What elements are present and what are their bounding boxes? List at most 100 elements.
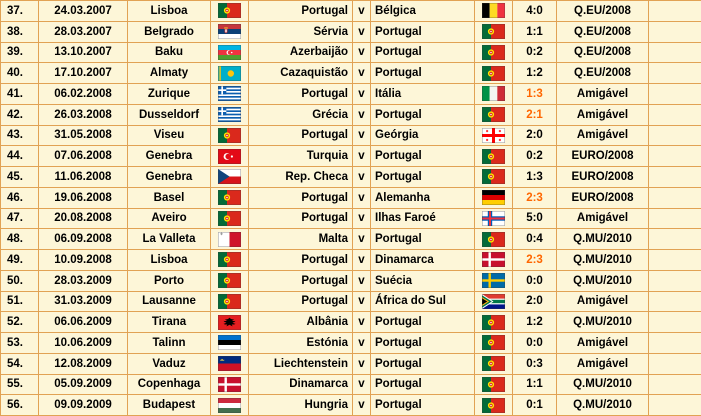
versus-cell: v (352, 311, 371, 333)
away-flag-cell (474, 103, 513, 126)
home-team-cell: Portugal (248, 269, 353, 292)
score-cell: 2:3 (512, 249, 557, 271)
home-team-cell: Portugal (248, 186, 353, 209)
portugal-flag-icon (218, 190, 241, 206)
away-team-cell: Portugal (370, 62, 475, 84)
competition-cell: Amigável (556, 103, 649, 126)
score-cell: 1:2 (512, 62, 557, 84)
spacer-cell (648, 394, 701, 416)
away-team-cell: Alemanha (370, 186, 475, 209)
portugal-flag-icon (482, 148, 505, 164)
competition-cell: Q.EU/2008 (556, 0, 649, 22)
competition-cell: EURO/2008 (556, 186, 649, 209)
away-flag-cell (474, 394, 513, 416)
portugal-flag-icon (482, 65, 505, 81)
kazakhstan-flag-icon (218, 65, 241, 81)
portugal-flag-icon (482, 44, 505, 60)
away-flag-cell (474, 186, 513, 209)
away-team-cell: África do Sul (370, 290, 475, 313)
match-number-cell: 48. (0, 228, 39, 250)
spacer-cell (648, 41, 701, 64)
home-team-cell: Sérvia (248, 20, 353, 43)
home-team-cell: Portugal (248, 83, 353, 105)
portugal-flag-icon (218, 3, 241, 19)
away-team-cell: Portugal (370, 352, 475, 375)
portugal-flag-icon (482, 169, 505, 185)
match-row: 55. 05.09.2009 Copenhaga Dinamarca v Portugal… (0, 373, 701, 396)
home-team-cell: Liechtenstein (248, 352, 353, 375)
away-flag-cell (474, 41, 513, 64)
portugal-flag-icon (218, 273, 241, 289)
turkey-flag-icon (218, 148, 241, 164)
match-number-cell: 52. (0, 311, 39, 333)
away-flag-cell (474, 249, 513, 271)
spacer-cell (648, 207, 701, 230)
competition-cell: Q.MU/2010 (556, 373, 649, 396)
azerbaijan-flag-icon (218, 44, 241, 60)
competition-cell: Q.MU/2010 (556, 228, 649, 250)
estonia-flag-icon (218, 335, 241, 351)
competition-cell: Amigável (556, 290, 649, 313)
score-cell: 0:2 (512, 145, 557, 167)
match-number-cell: 55. (0, 373, 39, 396)
match-row: 49. 10.09.2008 Lisboa Portugal v Dinamarca 2:3… (0, 249, 701, 271)
spacer-cell (648, 83, 701, 105)
away-flag-cell (474, 145, 513, 167)
spacer-cell (648, 62, 701, 84)
match-number-cell: 39. (0, 41, 39, 64)
versus-cell: v (352, 103, 371, 126)
match-number-cell: 45. (0, 166, 39, 188)
spacer-cell (648, 373, 701, 396)
match-date-cell: 20.08.2008 (38, 207, 128, 230)
home-flag-cell (210, 166, 249, 188)
away-team-cell: Dinamarca (370, 249, 475, 271)
match-date-cell: 06.06.2009 (38, 311, 128, 333)
match-row: 48. 06.09.2008 La Valleta Malta v Portugal 0:4… (0, 228, 701, 250)
score-cell: 2:3 (512, 186, 557, 209)
match-number-cell: 46. (0, 186, 39, 209)
competition-cell: Q.EU/2008 (556, 20, 649, 43)
away-flag-cell (474, 269, 513, 292)
spacer-cell (648, 332, 701, 354)
home-team-cell: Rep. Checa (248, 166, 353, 188)
match-number-cell: 41. (0, 83, 39, 105)
match-number-cell: 54. (0, 352, 39, 375)
away-flag-cell (474, 166, 513, 188)
portugal-flag-icon (482, 314, 505, 330)
home-team-cell: Portugal (248, 207, 353, 230)
liechtenstein-flag-icon (218, 356, 241, 372)
home-flag-cell (210, 394, 249, 416)
hungary-flag-icon (218, 397, 241, 413)
home-flag-cell (210, 62, 249, 84)
versus-cell: v (352, 228, 371, 250)
home-team-cell: Turquia (248, 145, 353, 167)
match-date-cell: 10.06.2009 (38, 332, 128, 354)
score-cell: 0:0 (512, 332, 557, 354)
versus-cell: v (352, 62, 371, 84)
match-date-cell: 06.02.2008 (38, 83, 128, 105)
match-number-cell: 43. (0, 124, 39, 147)
versus-cell: v (352, 207, 371, 230)
match-number-cell: 51. (0, 290, 39, 313)
competition-cell: EURO/2008 (556, 166, 649, 188)
faroe-flag-icon (482, 210, 505, 226)
sweden-flag-icon (482, 273, 505, 289)
greece-flag-icon (218, 86, 241, 102)
match-row: 52. 06.06.2009 Tirana Albânia v Portugal 1:2 Q.… (0, 311, 701, 333)
score-cell: 0:4 (512, 228, 557, 250)
away-team-cell: Portugal (370, 373, 475, 396)
home-flag-cell (210, 103, 249, 126)
competition-cell: Amigável (556, 124, 649, 147)
match-city-cell: Lisboa (127, 249, 211, 271)
score-cell: 0:0 (512, 269, 557, 292)
match-number-cell: 47. (0, 207, 39, 230)
home-flag-cell (210, 207, 249, 230)
home-team-cell: Estónia (248, 332, 353, 354)
match-date-cell: 31.05.2008 (38, 124, 128, 147)
home-flag-cell (210, 0, 249, 22)
belgium-flag-icon (482, 3, 505, 19)
score-cell: 2:0 (512, 124, 557, 147)
match-date-cell: 13.10.2007 (38, 41, 128, 64)
home-flag-cell (210, 186, 249, 209)
denmark-flag-icon (482, 252, 505, 268)
